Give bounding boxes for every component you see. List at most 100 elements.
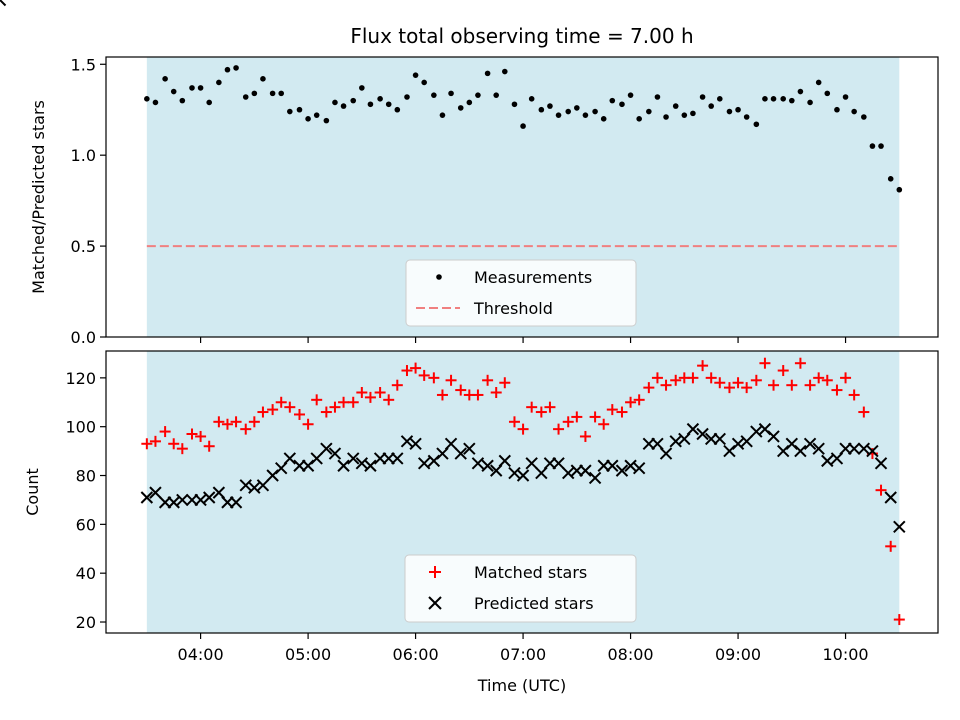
bottom-y-tick-label: 100 — [65, 418, 96, 437]
measurement-point — [663, 114, 669, 120]
matched-star-point — [428, 372, 440, 384]
predicted-star-point — [229, 496, 243, 509]
legend-predicted-marker — [428, 596, 442, 610]
measurement-point — [681, 112, 688, 118]
measurement-point — [144, 96, 150, 102]
top-x-ticks — [199, 337, 847, 343]
matched-star-point — [418, 369, 430, 381]
predicted-star-point — [454, 447, 467, 460]
predicted-star-point — [202, 491, 216, 504]
bottom-x-tick-label: 10:00 — [823, 645, 869, 664]
matched-star-point — [589, 411, 601, 423]
matched-star-point — [445, 374, 457, 386]
measurement-point — [716, 96, 723, 102]
matched-star-point — [768, 379, 780, 391]
predicted-star-point — [417, 457, 431, 470]
matched-star-point — [848, 389, 860, 401]
measurement-point — [574, 105, 580, 111]
matched-star-point — [338, 396, 350, 408]
matched-star-point — [257, 406, 269, 418]
matched-star-point — [804, 379, 816, 391]
predicted-star-point — [471, 457, 485, 470]
legend-threshold-label: Threshold — [473, 299, 553, 318]
matched-star-point — [482, 374, 494, 386]
top-axes-frame — [105, 56, 939, 338]
matched-star-point — [168, 438, 180, 450]
matched-star-point — [347, 396, 359, 408]
measurement-point — [457, 105, 464, 111]
predicted-star-point — [149, 486, 162, 499]
matched-star-point — [732, 377, 744, 389]
measurement-point — [842, 94, 849, 100]
top-y-tick-label: 1.0 — [71, 146, 96, 165]
predicted-star-point — [562, 466, 575, 480]
predicted-star-point — [444, 437, 458, 450]
measurement-point — [377, 96, 383, 102]
matched-star-point — [195, 430, 207, 442]
measurement-point — [216, 79, 222, 86]
top-y-axis-label: Matched/Predicted stars — [29, 100, 48, 294]
predicted-star-point — [525, 457, 538, 470]
measurement-point — [394, 106, 401, 113]
matched-star-point — [490, 387, 502, 399]
matched-star-point — [213, 416, 225, 428]
matched-star-point — [517, 423, 529, 435]
measurement-point — [636, 116, 642, 122]
measurement-point — [851, 108, 857, 115]
matched-star-point — [794, 357, 806, 369]
predicted-star-point — [624, 459, 637, 472]
measurement-point — [269, 90, 276, 97]
measurement-point — [690, 110, 696, 117]
predicted-star-point — [212, 486, 226, 499]
matched-star-point — [579, 430, 591, 442]
measurement-point — [762, 96, 768, 102]
predicted-star-point — [535, 466, 548, 480]
matched-star-point — [293, 408, 305, 420]
measurement-point — [278, 90, 285, 97]
measurement-point — [162, 76, 168, 82]
matched-star-point — [571, 411, 583, 423]
matched-star-point — [499, 377, 511, 389]
x-axis-label: Time (UTC) — [477, 676, 566, 695]
matched-star-point — [625, 396, 637, 408]
measurement-point — [152, 99, 159, 106]
measurement-point — [834, 106, 840, 113]
matched-star-point — [840, 372, 852, 384]
measurement-point — [340, 103, 347, 109]
measurement-point — [385, 101, 392, 108]
measurement-point — [789, 97, 795, 104]
matched-star-point — [813, 372, 825, 384]
measurement-point — [296, 106, 303, 113]
predicted-star-point — [893, 520, 906, 533]
measurement-point — [260, 76, 266, 82]
predicted-star-point — [194, 493, 207, 507]
matched-star-point — [401, 365, 413, 377]
matched-star-point — [535, 406, 547, 418]
measurement-point — [815, 79, 822, 86]
measurement-point — [332, 99, 338, 106]
measurement-point — [565, 108, 572, 115]
matched-star-point — [660, 379, 672, 391]
bottom-y-tick-label: 20 — [76, 613, 96, 632]
matched-star-point — [526, 401, 538, 413]
predicted-star-point — [588, 471, 602, 485]
predicted-star-point — [256, 479, 270, 492]
bottom-y-tick-label: 40 — [76, 564, 96, 583]
matched-star-point — [750, 374, 762, 386]
measurement-point — [753, 121, 760, 128]
matched-star-point — [221, 418, 233, 430]
legend-measurements-label: Measurements — [474, 268, 592, 287]
predicted-star-point — [463, 442, 476, 455]
predicted-star-point — [579, 464, 592, 477]
predicted-star-point — [552, 457, 565, 470]
predicted-star-point — [409, 437, 422, 450]
measurement-point — [242, 94, 249, 100]
matched-star-point — [320, 406, 332, 418]
matched-star-point — [472, 389, 484, 401]
measurement-point — [367, 101, 374, 108]
measurement-point — [887, 176, 894, 182]
matched-star-point — [885, 540, 897, 552]
measurement-point — [197, 85, 204, 91]
predicted-star-point — [283, 452, 297, 465]
measurement-point — [466, 99, 473, 106]
